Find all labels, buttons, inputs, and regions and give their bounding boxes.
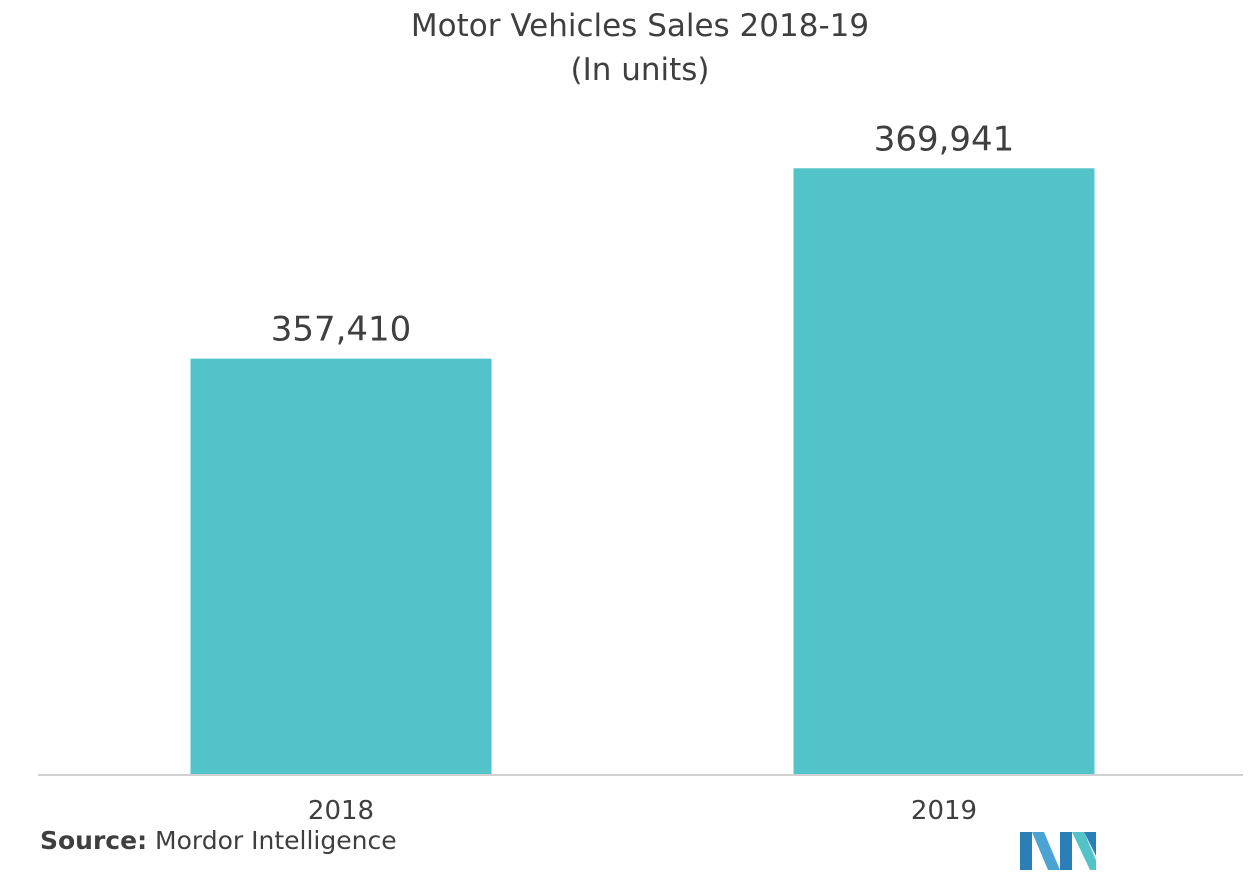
x-tick-label-2019: 2019 xyxy=(911,796,977,826)
source-note: Source: Mordor Intelligence xyxy=(40,826,397,855)
bar-2019 xyxy=(793,168,1095,775)
chart-title: Motor Vehicles Sales 2018-19 xyxy=(411,8,869,44)
chart-subtitle: (In units) xyxy=(570,52,709,88)
source-value: Mordor Intelligence xyxy=(155,826,397,855)
source-key: Source: xyxy=(40,826,148,855)
mordor-intelligence-logo-icon xyxy=(1020,832,1096,870)
data-label-2019: 369,941 xyxy=(874,119,1015,159)
data-label-2018: 357,410 xyxy=(271,310,412,350)
labels-layer: 357,410 2018 369,941 2019 xyxy=(271,119,1015,826)
x-tick-label-2018: 2018 xyxy=(308,796,374,826)
bars-layer xyxy=(190,168,1095,775)
bar-2018 xyxy=(190,358,492,775)
